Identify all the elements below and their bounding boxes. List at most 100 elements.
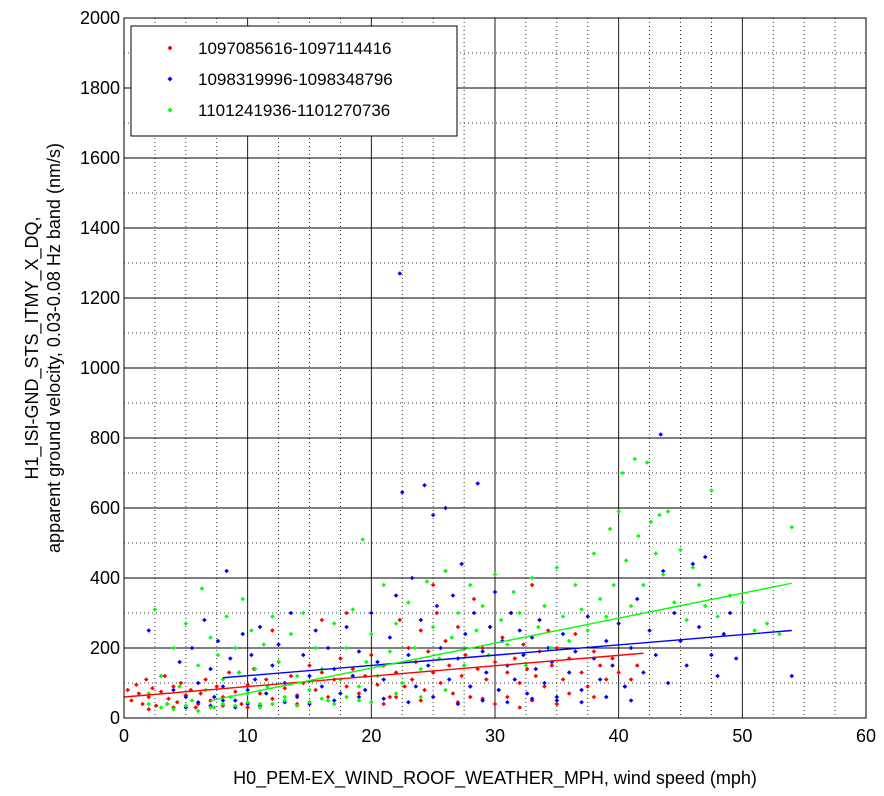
data-point	[505, 699, 510, 705]
data-point	[658, 432, 664, 437]
data-point	[498, 617, 504, 623]
data-point	[146, 701, 152, 707]
data-point	[294, 673, 300, 679]
data-point	[524, 691, 530, 696]
data-point	[653, 551, 659, 556]
data-point	[208, 666, 213, 672]
data-point	[418, 617, 424, 623]
data-point	[764, 621, 770, 626]
data-point	[301, 652, 306, 658]
data-point	[369, 610, 374, 616]
data-point	[660, 568, 666, 574]
data-point	[270, 701, 275, 707]
data-point	[672, 610, 677, 616]
data-point	[364, 659, 369, 665]
legend-marker	[167, 107, 173, 113]
data-point	[245, 705, 250, 710]
data-point	[647, 628, 652, 633]
plot-frame	[123, 17, 867, 719]
data-point	[143, 677, 149, 682]
y-tick-labels: 0 200 400 600 800 1000 1200 1400 1600 1800 2000	[80, 8, 120, 728]
data-point	[195, 708, 201, 714]
data-point	[356, 691, 362, 696]
data-point	[393, 691, 399, 696]
data-point	[449, 635, 455, 640]
data-point	[492, 589, 498, 595]
data-point	[203, 677, 208, 682]
data-point	[171, 684, 176, 689]
data-point	[512, 656, 518, 661]
data-point	[263, 691, 269, 696]
data-point	[338, 691, 343, 696]
data-point	[183, 694, 189, 700]
data-point	[350, 607, 356, 612]
data-point	[632, 456, 638, 462]
y-tick-label: 1800	[80, 78, 120, 98]
data-point	[430, 670, 436, 675]
data-point	[480, 603, 485, 609]
data-point	[153, 703, 159, 709]
data-point	[434, 603, 440, 609]
data-point	[224, 614, 229, 619]
data-point	[492, 572, 498, 577]
data-point	[425, 663, 431, 668]
data-point	[220, 698, 226, 703]
data-point	[220, 701, 226, 707]
data-point	[261, 642, 267, 647]
data-point	[467, 684, 473, 689]
data-point	[475, 666, 480, 672]
data-point	[480, 649, 485, 654]
data-point	[533, 666, 539, 672]
y-axis-label-line2: apparent ground velocity, 0.03-0.08 Hz b…	[44, 143, 64, 553]
data-point	[240, 596, 246, 602]
data-point	[350, 673, 356, 679]
data-point	[438, 645, 443, 651]
data-point	[644, 460, 650, 465]
data-point	[430, 624, 436, 630]
data-point	[134, 682, 139, 688]
fit-line-series-3	[210, 582, 792, 702]
data-point	[554, 565, 560, 570]
data-point	[301, 610, 306, 616]
data-point	[628, 603, 634, 609]
data-point	[418, 628, 424, 633]
x-tick-labels: 0 10 20 30 40 50 60	[119, 726, 876, 746]
data-point	[678, 638, 683, 644]
data-point	[665, 680, 671, 686]
x-tick-label: 0	[119, 726, 129, 746]
data-point	[573, 649, 578, 654]
y-tick-label: 1200	[80, 288, 120, 308]
data-point	[381, 701, 386, 707]
fit-lines	[123, 582, 792, 702]
data-point	[356, 649, 362, 654]
data-point	[634, 663, 640, 668]
data-point	[628, 698, 634, 703]
data-point	[591, 656, 597, 661]
data-point	[257, 705, 263, 710]
data-point	[387, 694, 393, 700]
data-point	[505, 670, 510, 675]
data-point	[350, 666, 356, 672]
data-point	[288, 610, 294, 616]
data-point	[579, 699, 584, 705]
data-point	[422, 482, 427, 488]
data-point	[319, 696, 325, 702]
data-point	[331, 621, 337, 626]
x-axis-label: H0_PEM-EX_WIND_ROOF_WEATHER_MPH, wind sp…	[233, 768, 757, 789]
data-point	[418, 694, 424, 700]
data-point	[164, 701, 170, 707]
data-point	[446, 663, 452, 668]
data-point	[459, 561, 464, 567]
data-point	[344, 694, 349, 700]
data-point	[356, 698, 362, 703]
data-point	[178, 680, 184, 686]
data-point	[257, 701, 263, 707]
data-point	[424, 579, 430, 584]
data-point	[690, 565, 696, 570]
data-point	[438, 680, 443, 686]
data-point	[282, 698, 288, 703]
data-point	[702, 603, 708, 609]
data-point	[233, 645, 238, 651]
data-point	[657, 512, 662, 518]
data-point	[475, 481, 480, 486]
